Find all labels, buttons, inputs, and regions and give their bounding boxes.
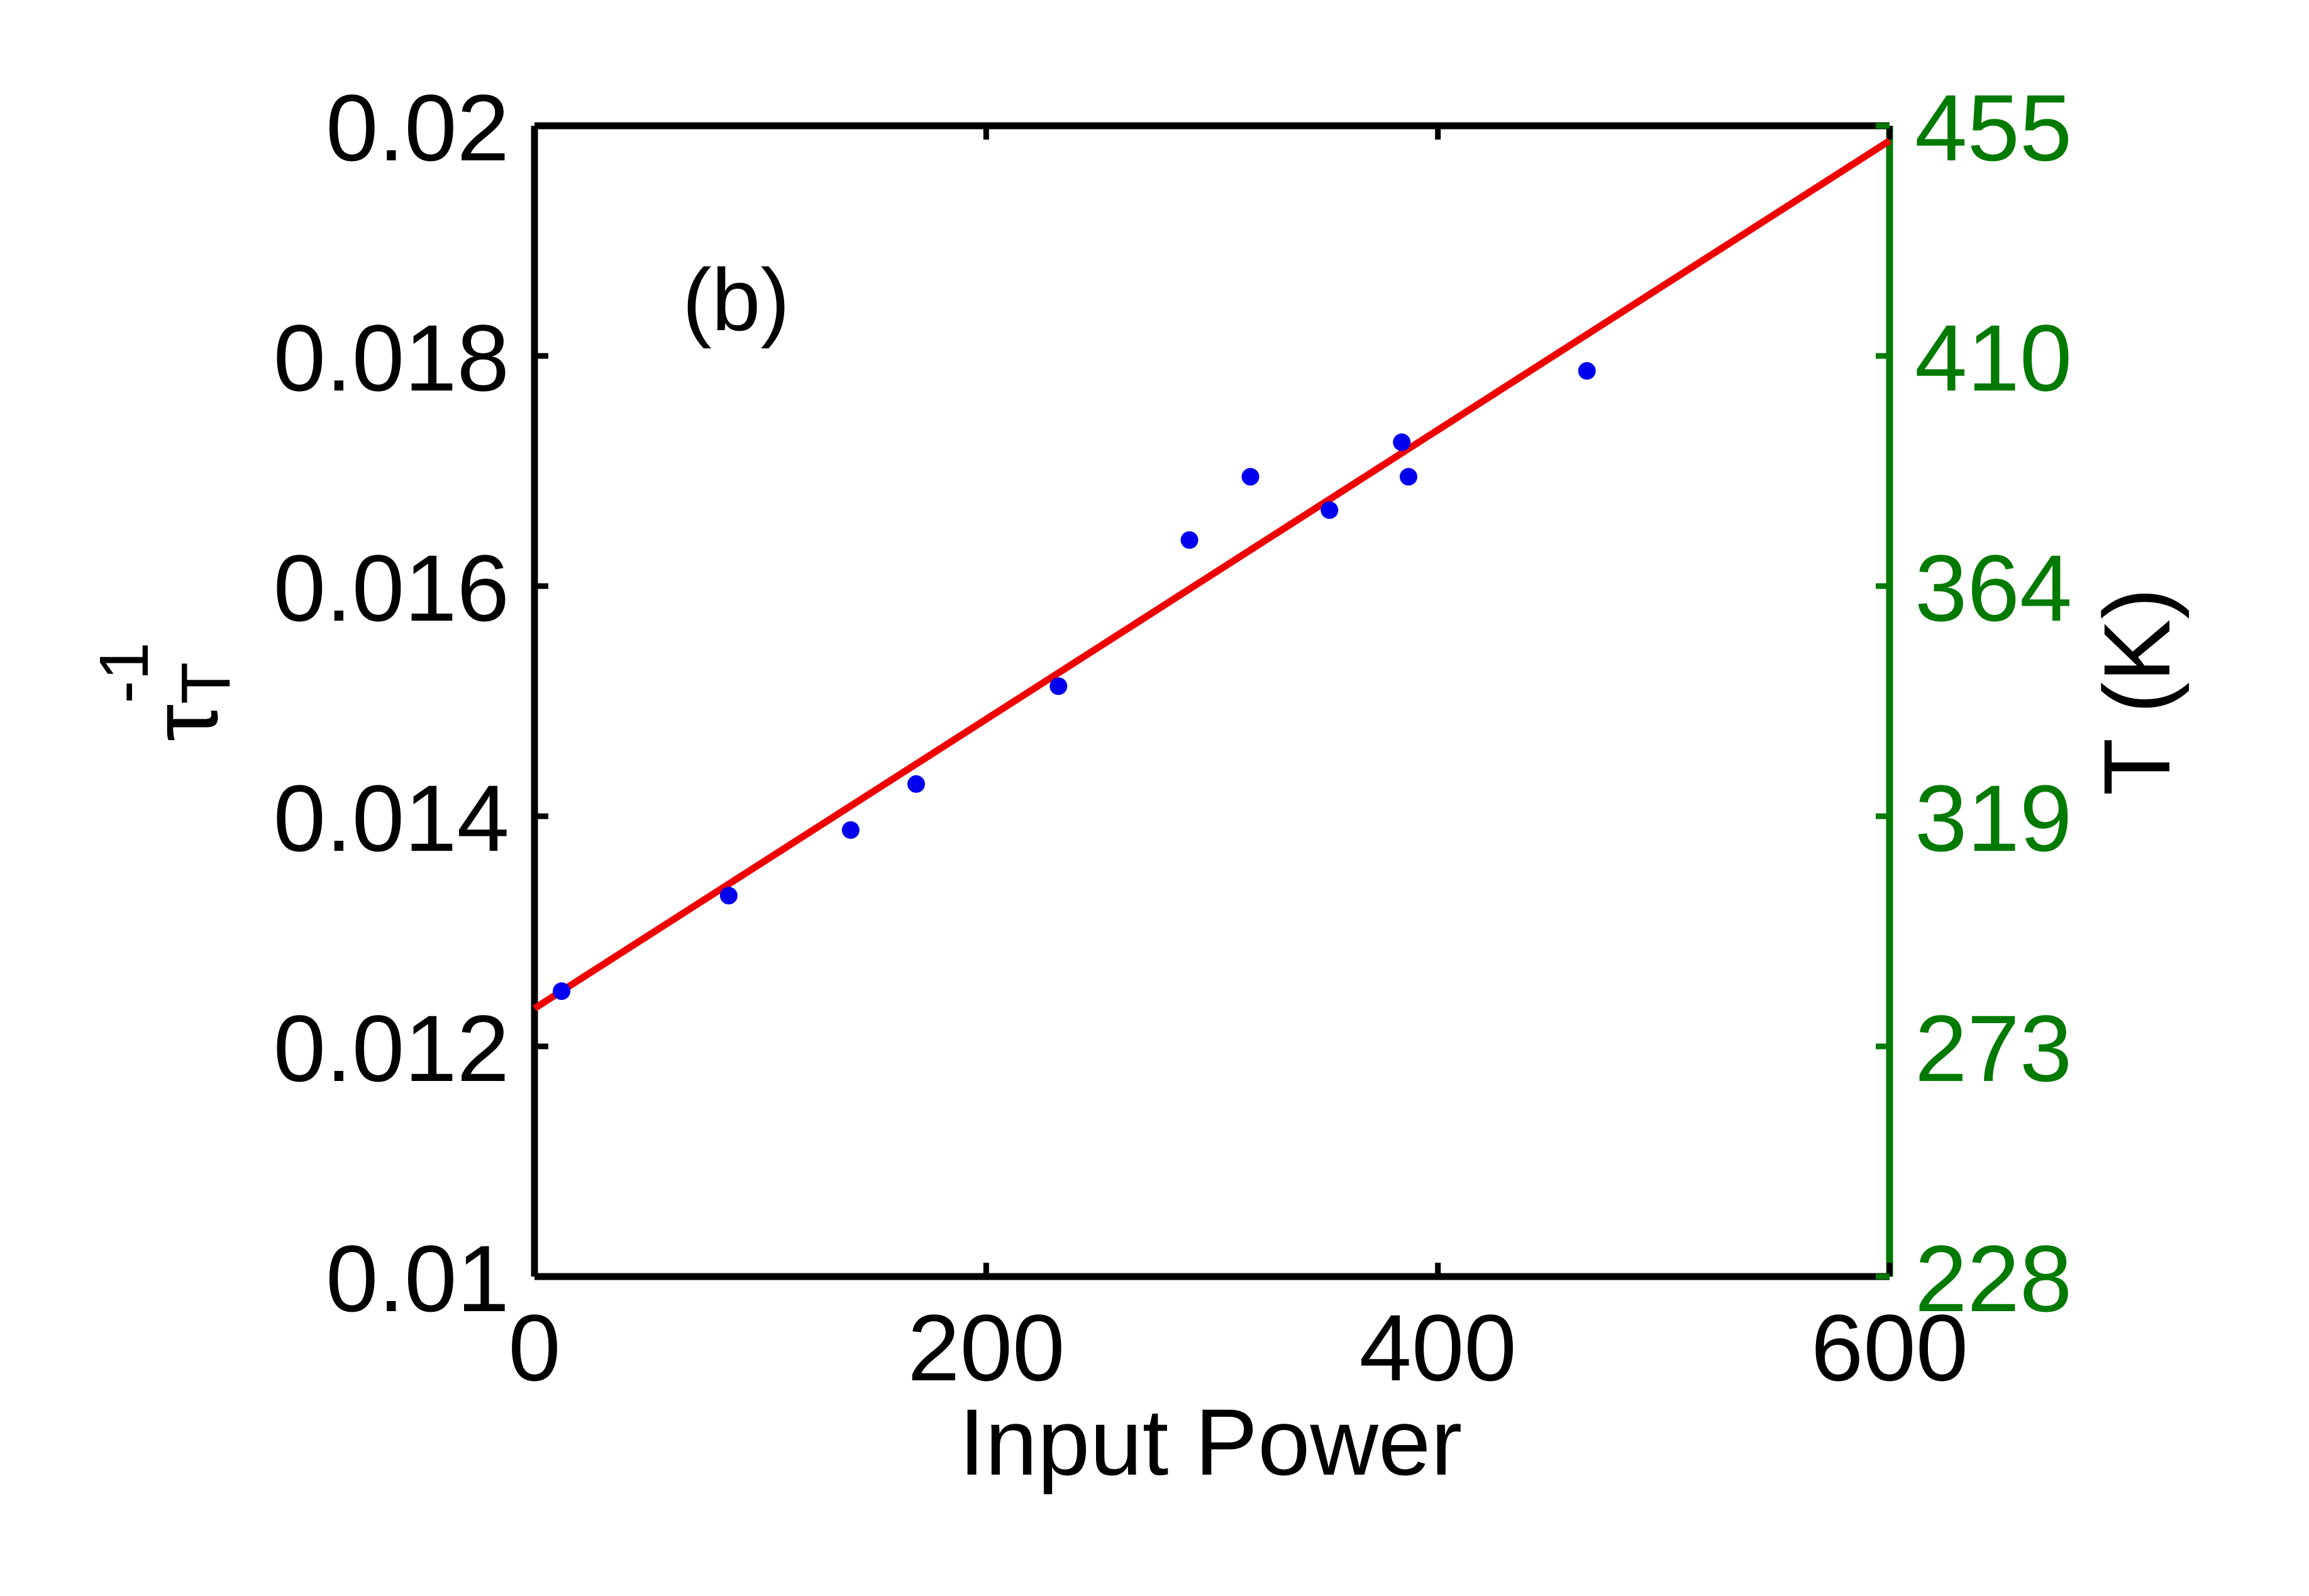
y-tick-label-right: 455 [1915,75,2072,180]
data-point [1399,468,1417,486]
data-point [841,821,860,839]
y-tick-label-left: 0.014 [274,765,509,871]
data-point [907,775,925,793]
data-point [1241,468,1260,486]
y-tick-label-right: 410 [1915,305,2072,411]
y-tick-label-right: 364 [1915,535,2072,641]
x-tick-label: 200 [907,1295,1065,1400]
y-tick-label-left: 0.02 [326,75,509,180]
y-tick-label-left: 0.018 [274,305,509,411]
data-point [1321,501,1339,519]
data-point [1180,531,1199,549]
y-tick-label-right: 228 [1915,1226,2072,1331]
x-axis-title: Input Power [959,1389,1462,1495]
data-point [1393,433,1411,452]
x-tick-label: 600 [1811,1295,1968,1400]
svg-text:τT-1: τT-1 [86,642,245,741]
x-tick-label: 0 [508,1295,560,1400]
y-tick-label-left: 0.012 [274,995,509,1101]
fit-line [533,138,1891,1012]
data-point [1049,677,1068,695]
y-tick-label-right: 319 [1915,765,2072,871]
x-tick-label: 400 [1359,1295,1517,1400]
y-tick-label-right: 273 [1915,995,2072,1101]
data-point [1578,362,1596,380]
y-axis-title-tau: τ [131,704,237,741]
data-point [553,982,571,1000]
svg-text:T (K): T (K) [2084,588,2190,796]
y-tick-label-left: 0.016 [274,535,509,641]
y-axis-title-right: T (K) [2084,588,2190,796]
data-point [719,887,738,905]
panel-label: (b) [682,250,790,349]
y-axis-title-sub: T [167,663,245,704]
y-axis-title-left: τT-1 [86,642,245,741]
y-axis-title-sup: -1 [86,642,163,704]
y-tick-label-left: 0.01 [326,1226,509,1331]
